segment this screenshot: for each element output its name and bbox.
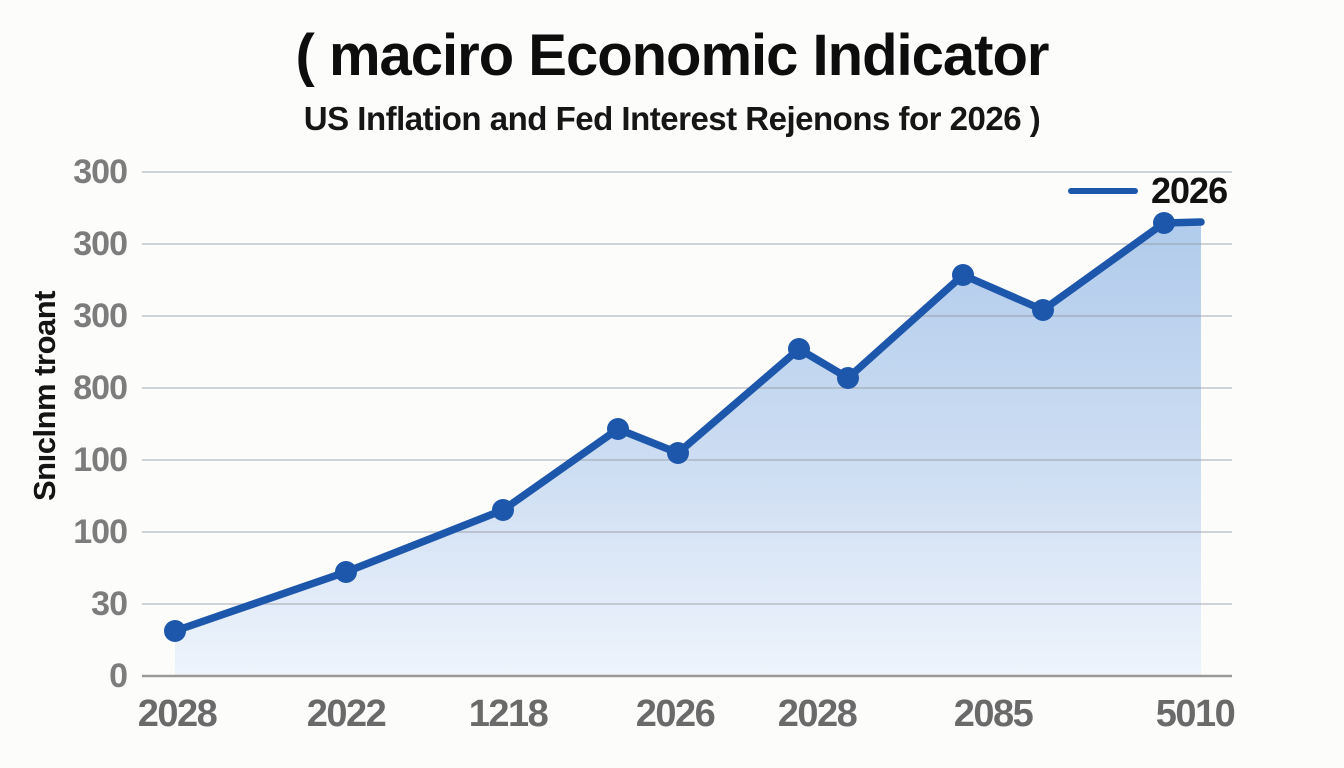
data-point-marker [1032,299,1054,321]
legend: 2026 [1068,170,1228,211]
x-tick-label: 2022 [307,693,386,735]
data-point-marker [607,418,629,440]
y-tick-label: 300 [73,153,127,191]
legend-line-swatch [1068,188,1138,194]
data-point-marker [788,338,810,360]
data-point-marker [492,499,514,521]
y-tick-label: 0 [109,657,127,695]
x-tick-label: 2085 [954,693,1034,735]
y-tick-label: 300 [73,225,127,263]
y-tick-label: 800 [73,369,127,407]
y-tick-label: 30 [91,585,127,623]
x-tick-label: 2026 [636,693,715,735]
y-tick-label: 300 [73,297,127,335]
x-tick-label: 2028 [778,693,857,735]
legend-series-label: 2026 [1151,170,1228,211]
x-tick-label: 2028 [138,693,217,735]
data-point-marker [164,620,186,642]
x-tick-label: 5010 [1156,693,1235,735]
data-point-marker [837,367,859,389]
data-point-marker [952,264,974,286]
y-tick-label: 100 [73,441,127,479]
data-point-marker [335,561,357,583]
chart-title: ( maciro Economic Indicator [295,23,1050,88]
chart-subtitle: US Inflation and Fed Interest Rejenons f… [303,100,1041,137]
y-tick-label: 100 [73,513,127,551]
data-point-marker [667,442,689,464]
x-tick-label: 1218 [469,693,548,735]
data-point-marker [1153,212,1175,234]
